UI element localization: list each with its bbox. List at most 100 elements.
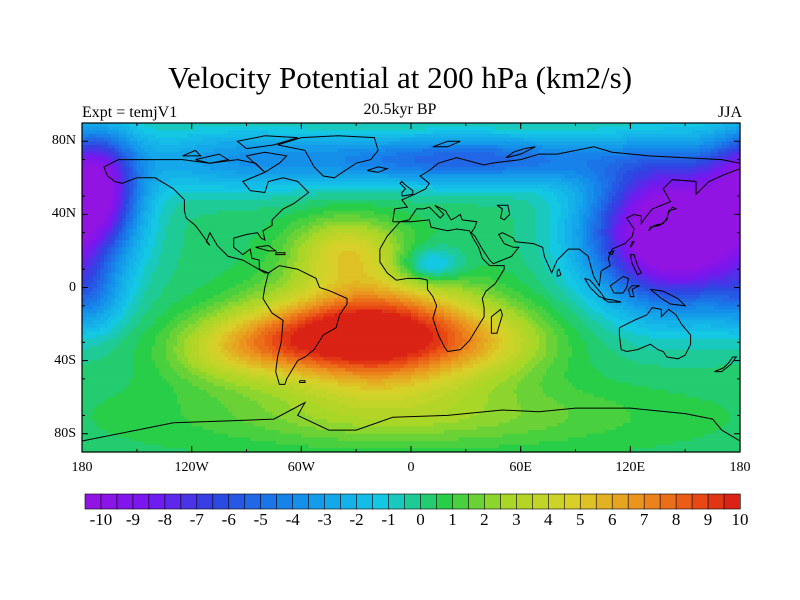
field-cell: [89, 283, 98, 289]
field-cell: [615, 272, 624, 278]
field-cell: [202, 137, 401, 142]
field-cell: [392, 243, 401, 248]
field-cell: [696, 155, 712, 161]
field-cell: [535, 276, 555, 281]
field-cell: [400, 265, 405, 270]
field-cell: [703, 141, 716, 146]
field-cell: [82, 254, 90, 259]
field-cell: [184, 338, 193, 343]
field-cell: [82, 148, 105, 153]
field-cell: [608, 229, 613, 234]
field-cell: [177, 192, 317, 197]
colorbar-label: 5: [575, 510, 585, 529]
field-cell: [217, 174, 390, 179]
field-cell: [601, 207, 606, 212]
field-cell: [272, 272, 284, 278]
field-cell: [198, 302, 215, 307]
field-cell: [122, 243, 127, 248]
field-cell: [217, 397, 251, 402]
field-cell: [623, 148, 701, 153]
field-cell: [96, 236, 101, 241]
field-cell: [476, 371, 493, 376]
field-cell: [111, 232, 116, 237]
field-cell: [367, 272, 379, 278]
field-cell: [283, 313, 291, 318]
field-cell: [623, 239, 628, 245]
field-cell: [454, 338, 467, 343]
field-cell: [103, 148, 112, 153]
field-cell: [586, 221, 591, 226]
field-cell: [286, 309, 295, 314]
field-cell: [129, 221, 134, 226]
field-cell: [82, 422, 98, 428]
field-cell: [272, 243, 284, 248]
field-cell: [495, 386, 518, 391]
field-cell: [538, 163, 588, 168]
field-cell: [279, 397, 306, 402]
field-cell: [699, 137, 716, 142]
field-cell: [608, 177, 617, 183]
field-cell: [736, 123, 741, 128]
field-cell: [158, 367, 174, 373]
field-cell: [213, 342, 218, 347]
field-cell: [213, 302, 229, 307]
field-cell: [392, 265, 397, 270]
field-cell: [202, 327, 211, 332]
field-cell: [272, 338, 280, 343]
field-cell: [626, 181, 635, 186]
field-cell: [275, 287, 288, 292]
field-cell: [557, 265, 566, 270]
field-cell: [659, 291, 701, 296]
field-cell: [546, 353, 558, 358]
field-cell: [155, 196, 160, 201]
field-cell: [133, 280, 142, 285]
field-cell: [601, 214, 606, 219]
field-cell: [246, 338, 255, 343]
field-cell: [133, 152, 138, 157]
field-cell: [301, 243, 310, 248]
field-cell: [429, 254, 441, 259]
field-cell: [385, 382, 416, 387]
colorbar-swatch: [356, 493, 374, 510]
field-cell: [217, 360, 226, 365]
field-cell: [601, 338, 628, 343]
field-cell: [82, 320, 94, 325]
field-cell: [231, 371, 251, 376]
field-cell: [125, 302, 131, 307]
field-cell: [114, 225, 120, 230]
field-cell: [144, 265, 156, 270]
field-cell: [107, 203, 112, 208]
field-cell: [82, 199, 112, 205]
field-cell: [674, 441, 741, 446]
field-cell: [432, 338, 441, 343]
field-cell: [736, 265, 741, 270]
field-cell: [421, 254, 430, 259]
field-cell: [590, 177, 599, 183]
field-cell: [118, 166, 123, 172]
field-cell: [89, 247, 94, 252]
field-cell: [623, 250, 628, 256]
field-cell: [82, 316, 87, 321]
field-cell: [140, 163, 149, 168]
field-cell: [114, 199, 120, 205]
field-cell: [264, 254, 280, 259]
field-cell: [257, 232, 280, 237]
field-cell: [82, 196, 112, 201]
field-cell: [721, 298, 741, 303]
field-cell: [133, 349, 153, 354]
field-cell: [553, 261, 566, 267]
colorbar-label: -9: [125, 510, 140, 529]
field-cell: [272, 320, 280, 325]
field-cell: [451, 345, 460, 351]
field-cell: [257, 320, 266, 325]
field-cell: [326, 408, 449, 413]
field-cell: [155, 192, 164, 197]
field-cell: [151, 272, 174, 278]
field-cell: [118, 225, 123, 230]
colorbar-swatch: [180, 493, 198, 510]
field-cell: [144, 294, 160, 300]
field-cell: [114, 258, 120, 263]
field-cell: [644, 283, 657, 289]
field-cell: [736, 130, 741, 135]
field-cell: [666, 324, 694, 329]
